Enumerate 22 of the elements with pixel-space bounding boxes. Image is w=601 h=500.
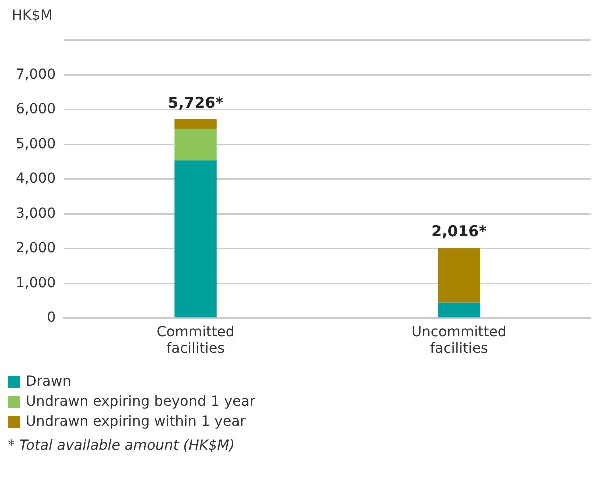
y-tick-label: 5,000 (16, 136, 56, 152)
legend-label: Undrawn expiring beyond 1 year (26, 394, 256, 410)
total-label: 2,016* (432, 222, 488, 241)
legend-label: Undrawn expiring within 1 year (26, 414, 246, 430)
y-tick-label: 3,000 (16, 206, 56, 222)
y-axis-title: HK$M (12, 8, 54, 24)
bar (174, 129, 217, 161)
bar (438, 302, 480, 318)
bar (174, 119, 217, 130)
total-label: 5,726* (168, 94, 224, 112)
bar (174, 160, 217, 318)
text: * Total available amount (HK$M) (8, 438, 236, 454)
bar (438, 248, 480, 303)
y-tick-label: 0 (47, 310, 56, 326)
x-tick-label: Committed facilities (156, 324, 235, 358)
y-tick-label: 2,000 (16, 240, 56, 257)
y-tick-label: 7,000 (16, 66, 56, 83)
x-tick-label: Uncommitted facilities (412, 324, 507, 358)
y-tick-label: 6,000 (16, 102, 56, 118)
legend-label: Drawn (26, 374, 72, 390)
y-tick-label: 1,000 (16, 275, 56, 292)
y-tick-label: 4,000 (16, 171, 56, 188)
